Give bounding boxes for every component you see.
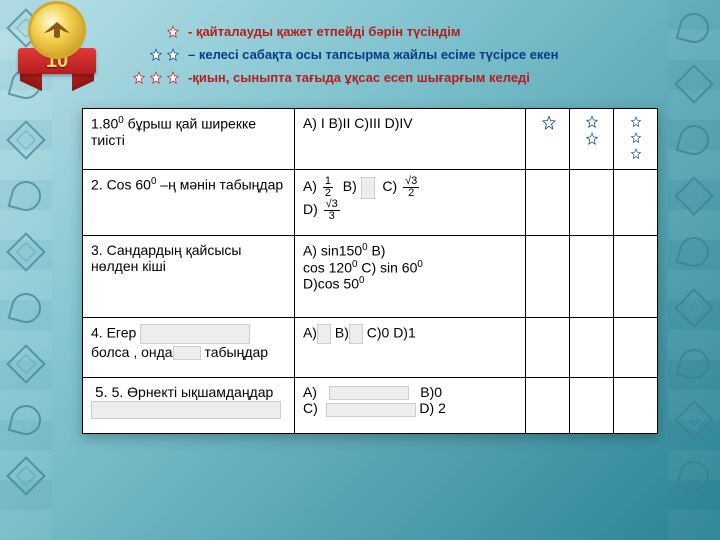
rating-cell	[526, 109, 570, 170]
legend: - қайталауды қажет етпейді бәрін түсінді…	[130, 24, 660, 93]
star-icon	[585, 132, 599, 146]
table-row: 3. Сандардың қайсысы нөлден кіші A) sin1…	[83, 236, 658, 318]
formula-image	[329, 386, 409, 400]
quiz-table: 1.800 бұрыш қай ширекке тиісті A) I B)II…	[82, 108, 658, 434]
rating-cell	[570, 236, 614, 318]
question-cell: 1.800 бұрыш қай ширекке тиісті	[83, 109, 295, 170]
school-badge: 10	[18, 4, 96, 82]
answer-cell: A) sin1500 B) cos 1200 C) sin 600 D)cos …	[294, 236, 525, 318]
star-icon	[166, 48, 180, 62]
answer-cell: A) B)0 C) D) 2	[294, 378, 525, 434]
table-row: 4. Егер болса , онда табыңдар A) B) C)0 …	[83, 318, 658, 378]
rating-cell	[614, 378, 658, 434]
rating-cell	[614, 236, 658, 318]
formula-image	[91, 401, 281, 419]
star-icon	[629, 115, 643, 129]
star-icon	[629, 147, 643, 161]
rating-cell	[526, 378, 570, 434]
star-icon	[541, 115, 555, 129]
table-row: 2. Cos 600 –ң мәнін табыңдар A) 12 B) C)…	[83, 170, 658, 236]
answer-cell: A) I B)II C)III D)IV	[294, 109, 525, 170]
answer-cell: A) 12 B) C) √32 D) √33	[294, 170, 525, 236]
table-row: 1.800 бұрыш қай ширекке тиісті A) I B)II…	[83, 109, 658, 170]
formula-image	[326, 403, 416, 417]
rating-cell	[570, 170, 614, 236]
question-cell: 4. Егер болса , онда табыңдар	[83, 318, 295, 378]
question-cell: 3. Сандардың қайсысы нөлден кіші	[83, 236, 295, 318]
rating-cell	[570, 109, 614, 170]
rating-cell	[614, 170, 658, 236]
star-icon	[166, 25, 180, 39]
legend-1: - қайталауды қажет етпейді бәрін түсінді…	[188, 24, 460, 39]
formula-image	[140, 324, 250, 344]
star-icon	[629, 131, 643, 145]
formula-image	[173, 346, 201, 360]
question-cell: 5. 5. Өрнекті ықшамдаңдар	[83, 378, 295, 434]
star-icon	[132, 71, 146, 85]
star-icon	[166, 71, 180, 85]
legend-3: -қиын, сыныпта тағыда ұқсас есеп шығарғы…	[188, 70, 530, 85]
eagle-icon	[40, 19, 74, 41]
star-icon	[149, 48, 163, 62]
rating-cell	[614, 318, 658, 378]
answer-cell: A) B) C)0 D)1	[294, 318, 525, 378]
rating-cell	[526, 318, 570, 378]
table-row: 5. 5. Өрнекті ықшамдаңдар A) B)0 C) D) 2	[83, 378, 658, 434]
rating-cell	[526, 236, 570, 318]
rating-cell	[614, 109, 658, 170]
question-cell: 2. Cos 600 –ң мәнін табыңдар	[83, 170, 295, 236]
legend-2: – келесі сабақта осы тапсырма жайлы есім…	[188, 47, 559, 62]
star-icon	[149, 71, 163, 85]
star-icon	[585, 115, 599, 129]
rating-cell	[570, 378, 614, 434]
ornament-right	[668, 0, 720, 540]
rating-cell	[526, 170, 570, 236]
rating-cell	[570, 318, 614, 378]
